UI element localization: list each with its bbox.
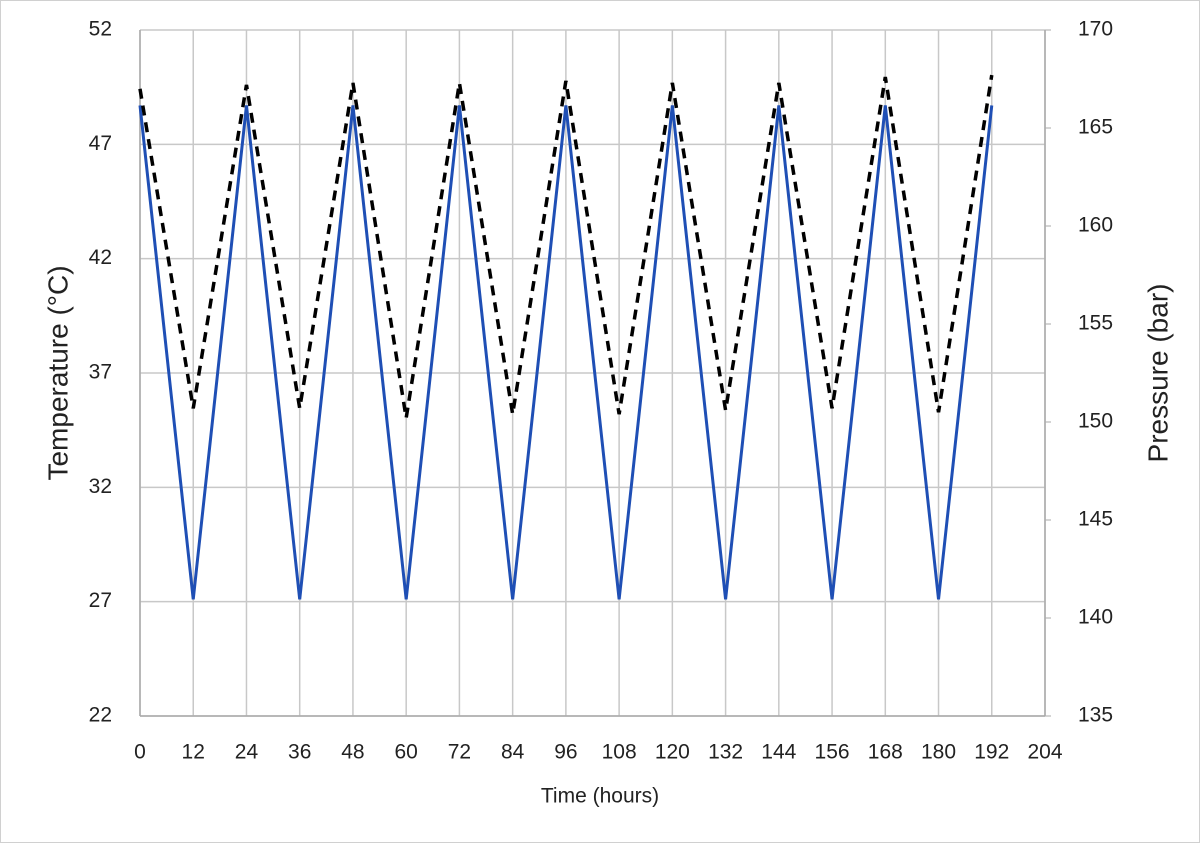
y2-tick-label: 150 <box>1078 410 1113 433</box>
series-line <box>138 74 994 419</box>
x-tick-label: 144 <box>761 741 796 764</box>
y-tick-label: 42 <box>89 246 112 269</box>
x-tick-label: 168 <box>868 741 903 764</box>
x-tick-label: 132 <box>708 741 743 764</box>
y2-tick-label: 155 <box>1078 312 1113 335</box>
y2-tick-label: 160 <box>1078 214 1113 237</box>
x-axis-title: Time (hours) <box>541 785 659 808</box>
y-tick-label: 22 <box>89 704 112 727</box>
y2-tick-label: 165 <box>1078 116 1113 139</box>
y2-tick-label: 135 <box>1078 704 1113 727</box>
x-tick-label: 96 <box>554 741 577 764</box>
series-line <box>138 105 994 600</box>
x-tick-label: 12 <box>182 741 205 764</box>
x-tick-label: 192 <box>974 741 1009 764</box>
x-tick-label: 120 <box>655 741 690 764</box>
y-axis-title: Temperature (°C) <box>42 265 73 480</box>
x-tick-label: 48 <box>341 741 364 764</box>
x-tick-label: 156 <box>815 741 850 764</box>
y-tick-label: 27 <box>89 589 112 612</box>
x-tick-label: 204 <box>1027 741 1062 764</box>
y2-tick-label: 140 <box>1078 606 1113 629</box>
y-tick-label: 32 <box>89 475 112 498</box>
x-tick-label: 60 <box>394 741 417 764</box>
x-tick-label: 180 <box>921 741 956 764</box>
y2-tick-label: 145 <box>1078 508 1113 531</box>
y-tick-label: 52 <box>89 18 112 41</box>
x-tick-label: 108 <box>602 741 637 764</box>
x-tick-label: 72 <box>448 741 471 764</box>
y-tick-label: 37 <box>89 361 112 384</box>
y-tick-label: 47 <box>89 132 112 155</box>
x-tick-label: 0 <box>134 741 146 764</box>
x-tick-label: 84 <box>501 741 525 764</box>
x-tick-label: 24 <box>235 741 259 764</box>
y2-axis-title: Pressure (bar) <box>1142 284 1173 463</box>
y2-tick-label: 170 <box>1078 18 1113 41</box>
x-tick-label: 36 <box>288 741 311 764</box>
